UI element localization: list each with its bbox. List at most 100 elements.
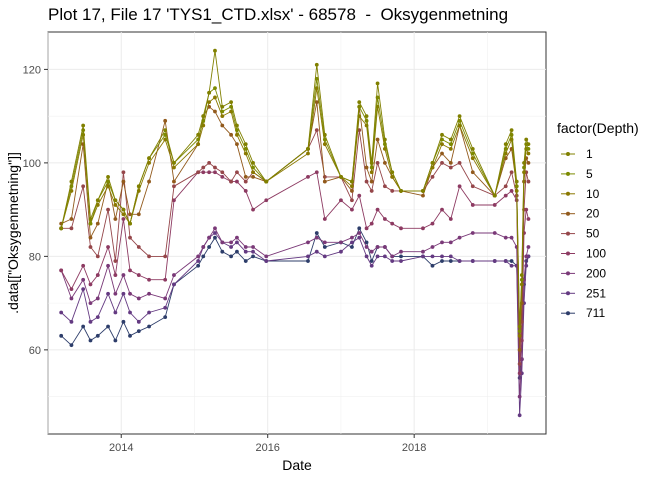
- data-point: [121, 179, 126, 184]
- data-point: [448, 217, 453, 221]
- data-point: [517, 347, 522, 352]
- data-point: [235, 128, 239, 133]
- data-point: [440, 207, 444, 212]
- data-point: [470, 156, 475, 161]
- data-point: [106, 291, 110, 296]
- legend-key-point: [566, 271, 570, 276]
- data-point: [243, 142, 248, 147]
- data-point: [350, 184, 354, 189]
- data-point: [440, 142, 444, 147]
- data-point: [509, 189, 514, 193]
- data-point: [448, 254, 453, 259]
- data-point: [128, 235, 132, 240]
- data-point: [121, 217, 126, 221]
- data-point: [229, 179, 233, 184]
- data-point: [306, 151, 310, 156]
- data-point: [229, 245, 233, 249]
- legend-key-point: [566, 152, 570, 156]
- data-point: [440, 259, 444, 263]
- x-tick-label: 2014: [109, 442, 133, 454]
- data-point: [121, 291, 126, 296]
- data-point: [369, 263, 374, 268]
- data-point: [369, 189, 374, 193]
- data-point: [243, 175, 248, 179]
- data-point: [517, 333, 522, 338]
- data-point: [369, 170, 374, 175]
- data-point: [163, 128, 168, 133]
- data-point: [163, 118, 168, 123]
- series-layer: [59, 48, 531, 418]
- y-axis: 60 80 100 120: [23, 64, 48, 357]
- data-point: [207, 90, 212, 95]
- data-point: [350, 207, 354, 212]
- data-point: [220, 114, 225, 119]
- data-point: [220, 109, 225, 114]
- data-point: [172, 165, 176, 170]
- data-point: [390, 259, 395, 263]
- data-point: [196, 132, 201, 137]
- data-point: [163, 277, 168, 282]
- data-point: [430, 263, 435, 268]
- data-point: [509, 128, 514, 133]
- data-point: [314, 231, 319, 235]
- data-point: [207, 160, 212, 165]
- data-point: [121, 273, 126, 277]
- data-point: [357, 100, 362, 105]
- data-point: [375, 254, 380, 259]
- data-point: [350, 198, 354, 203]
- data-point: [364, 254, 369, 259]
- data-point: [430, 175, 435, 179]
- legend-key-point: [566, 191, 570, 196]
- data-point: [350, 235, 354, 240]
- data-point: [399, 259, 403, 263]
- data-point: [69, 179, 74, 184]
- data-point: [264, 259, 269, 263]
- data-point: [235, 170, 239, 175]
- data-point: [113, 259, 118, 263]
- data-point: [235, 249, 239, 254]
- data-point: [509, 235, 514, 240]
- data-point: [201, 170, 206, 175]
- data-point: [243, 245, 248, 249]
- data-point: [503, 235, 508, 240]
- data-point: [448, 146, 453, 151]
- data-point: [213, 235, 217, 240]
- legend-item-10: 10: [561, 187, 600, 201]
- data-point: [207, 170, 212, 175]
- data-point: [81, 263, 86, 268]
- legend: factor(Depth) 1 5 10 20 50 100 200 251 711: [557, 120, 639, 320]
- data-point: [136, 245, 141, 249]
- data-point: [220, 249, 225, 254]
- data-point: [314, 100, 319, 105]
- chart-title: Plot 17, File 17 'TYS1_CTD.xlsx' - 68578…: [48, 5, 509, 24]
- data-point: [390, 221, 395, 226]
- data-point: [382, 184, 387, 189]
- data-point: [220, 104, 225, 109]
- data-point: [448, 142, 453, 147]
- data-point: [322, 245, 327, 249]
- data-point: [314, 170, 319, 175]
- legend-label: 100: [586, 247, 606, 261]
- data-point: [147, 156, 151, 161]
- data-point: [220, 175, 225, 179]
- legend-item-5: 5: [561, 167, 593, 181]
- data-point: [430, 221, 435, 226]
- data-point: [470, 146, 475, 151]
- data-point: [163, 296, 168, 301]
- data-point: [121, 319, 126, 324]
- data-point: [421, 249, 425, 254]
- data-point: [81, 324, 86, 329]
- data-point: [350, 179, 354, 184]
- data-point: [364, 226, 369, 231]
- data-point: [251, 170, 255, 175]
- data-point: [59, 333, 64, 338]
- x-axis: 2014 2016 2018: [109, 434, 426, 454]
- x-axis-title: Date: [282, 457, 312, 473]
- legend-label: 10: [586, 187, 600, 201]
- data-point: [229, 254, 233, 259]
- data-point: [314, 62, 319, 67]
- data-point: [399, 189, 403, 193]
- data-point: [106, 324, 110, 329]
- data-point: [88, 217, 93, 221]
- legend-item-50: 50: [561, 227, 600, 241]
